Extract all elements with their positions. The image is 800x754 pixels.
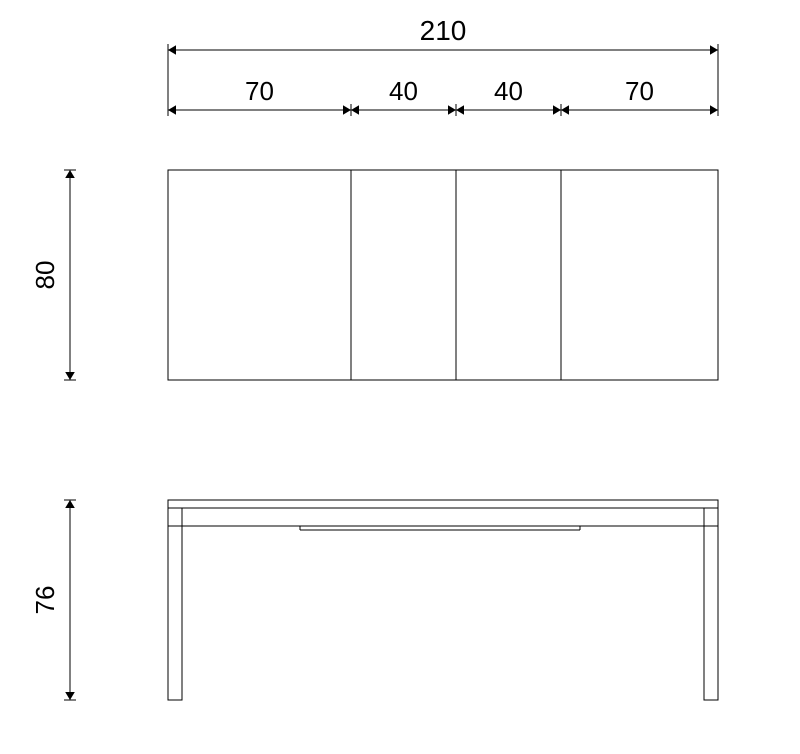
top-view (168, 170, 718, 380)
dim-segment-0: 70 (245, 76, 274, 106)
depth-dimension: 80 (30, 170, 76, 380)
dim-depth: 80 (30, 261, 60, 290)
height-dimension: 76 (30, 500, 76, 700)
side-view (168, 500, 718, 700)
dim-segment-1: 40 (389, 76, 418, 106)
dim-height: 76 (30, 586, 60, 615)
dim-segment-2: 40 (494, 76, 523, 106)
horizontal-dimensions: 210 70 40 40 70 (168, 15, 718, 116)
technical-drawing: 210 70 40 40 70 80 76 (0, 0, 800, 754)
dim-overall-width: 210 (420, 15, 467, 46)
dim-segment-3: 70 (625, 76, 654, 106)
